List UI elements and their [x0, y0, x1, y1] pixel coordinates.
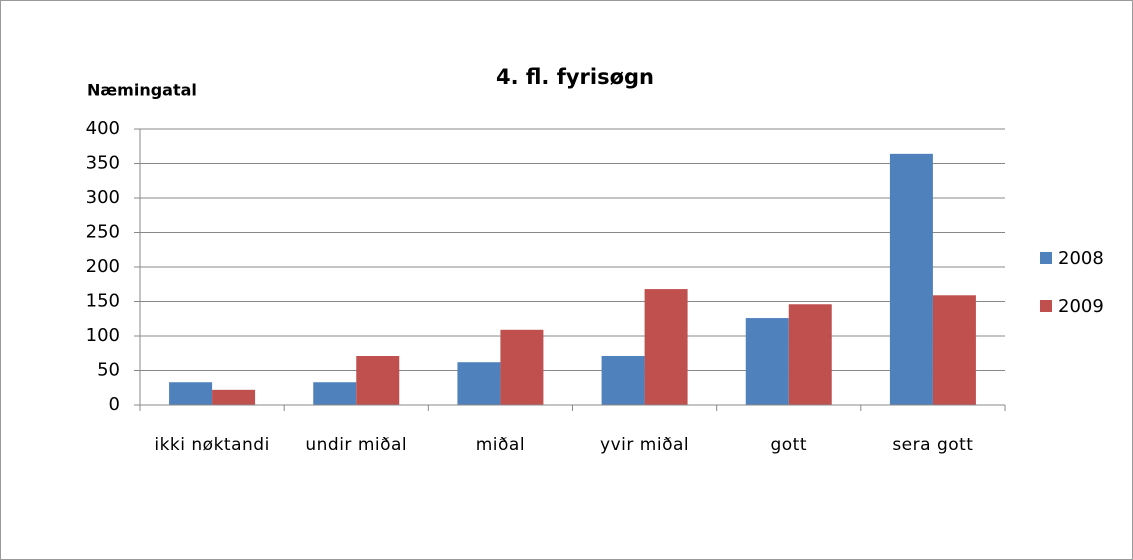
x-tick-label: gott — [770, 435, 808, 455]
chart-title: 4. fl. fyrisøgn — [496, 65, 654, 89]
y-tick-label: 350 — [86, 153, 120, 174]
x-tick-label: ikki nøktandi — [154, 435, 270, 455]
legend-swatch — [1040, 300, 1052, 312]
bar — [788, 304, 832, 405]
legend-label: 2009 — [1058, 296, 1104, 317]
bar — [932, 295, 976, 405]
y-tick-label: 300 — [86, 187, 120, 208]
y-tick-label: 150 — [86, 291, 120, 312]
bar — [212, 389, 256, 405]
y-tick-label: 200 — [86, 256, 120, 277]
y-tick-label: 0 — [109, 394, 120, 415]
bar — [313, 382, 357, 405]
y-tick-label: 50 — [97, 360, 120, 381]
y-axis-label: Næmingatal — [87, 81, 197, 100]
y-tick-label: 400 — [86, 118, 120, 139]
x-tick-label: sera gott — [892, 435, 974, 455]
bar — [500, 329, 544, 405]
x-tick-label: undir miðal — [305, 435, 408, 455]
bar — [356, 356, 400, 405]
bar — [889, 153, 933, 405]
y-tick-label: 100 — [86, 325, 120, 346]
y-tick-label: 250 — [86, 222, 120, 243]
bar — [601, 356, 645, 405]
bar — [457, 362, 501, 405]
bar — [169, 382, 213, 405]
bar — [745, 318, 789, 405]
legend-swatch — [1040, 252, 1052, 264]
legend-label: 2008 — [1058, 248, 1104, 269]
bar — [644, 289, 688, 405]
x-tick-label: miðal — [475, 435, 526, 455]
x-tick-label: yvir miðal — [600, 435, 690, 455]
